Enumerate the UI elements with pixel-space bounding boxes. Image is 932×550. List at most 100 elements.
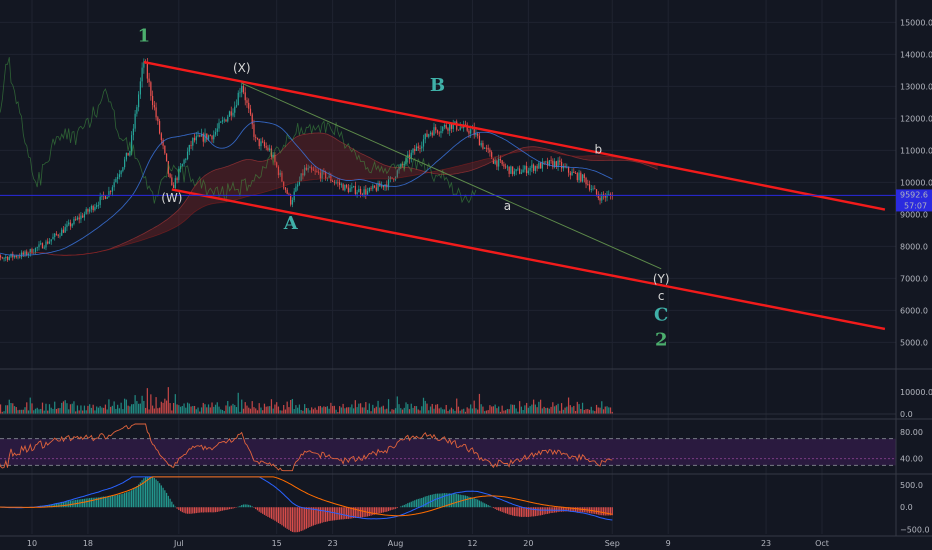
volume-bar <box>475 408 477 414</box>
macd-histogram-bar <box>452 493 454 508</box>
volume-bar <box>433 408 435 414</box>
candle-body <box>221 120 224 122</box>
volume-bar <box>220 409 222 414</box>
macd-histogram-bar <box>110 496 112 508</box>
pane-separators[interactable] <box>0 0 932 537</box>
time-axis[interactable]: 10 18 Jul 15 23 Aug 12 20 Sep 9 23 Oct <box>27 539 829 548</box>
volume-bar <box>571 407 573 414</box>
volume-bar <box>539 399 542 414</box>
volume-bar <box>431 403 433 414</box>
volume-bar <box>478 393 481 414</box>
macd-histogram-bar <box>237 506 239 508</box>
candle-body <box>501 160 503 165</box>
macd-histogram-bar <box>480 501 482 508</box>
macd-histogram-bar <box>129 491 131 508</box>
volume-bar <box>115 408 117 414</box>
candle-body <box>592 188 594 190</box>
candle-body <box>573 171 575 173</box>
y-tick-label: 14000.0 <box>900 50 932 59</box>
candle-body <box>435 127 437 131</box>
macd-histogram-bar <box>146 476 148 508</box>
wave-label: B <box>430 75 445 96</box>
volume-bar <box>27 410 30 414</box>
macd-histogram-bar <box>155 479 157 508</box>
macd-histogram-bar <box>230 507 232 509</box>
macd-histogram-bar <box>255 507 257 510</box>
volume-bar <box>144 407 147 414</box>
macd-histogram-bar <box>242 504 245 508</box>
volume-bar <box>548 408 550 414</box>
volume-bar <box>349 407 351 414</box>
macd-histogram-bar <box>225 507 227 511</box>
candle-body <box>552 160 554 168</box>
volume-bar <box>359 403 362 414</box>
candle-body <box>258 138 260 147</box>
candle-body <box>274 154 276 163</box>
macd-histogram-bar <box>120 494 122 508</box>
candle-body <box>181 163 183 167</box>
macd-histogram-bar <box>401 505 404 508</box>
candle-body <box>417 146 419 149</box>
macd-histogram-bar <box>197 507 199 513</box>
candle-body <box>281 172 283 182</box>
macd-pane[interactable] <box>0 476 613 533</box>
volume-bar <box>550 406 552 414</box>
macd-histogram-bar <box>468 496 470 508</box>
volume-bar <box>447 411 449 414</box>
macd-histogram-bar <box>450 493 453 508</box>
candle-body <box>585 177 587 185</box>
volume-bar <box>417 409 419 414</box>
current-price-label: 9592.6 <box>900 190 928 199</box>
volume-bar <box>52 408 54 414</box>
candle-body <box>78 217 80 220</box>
macd-histogram-bar <box>176 507 178 509</box>
volume-bar <box>587 409 589 414</box>
candle-body <box>290 194 292 205</box>
macd-histogram-bar <box>256 507 259 511</box>
candle-body <box>19 256 21 258</box>
volume-bar <box>206 407 208 414</box>
volume-bar <box>477 409 479 414</box>
candle-body <box>138 94 140 108</box>
volume-bar <box>255 408 257 414</box>
volume-bar <box>181 406 183 414</box>
candle-body <box>277 166 280 176</box>
candle-body <box>609 194 612 196</box>
candle-body <box>97 204 100 206</box>
candle-body <box>125 152 127 160</box>
candle-body <box>443 124 446 127</box>
volume-bar <box>146 388 148 414</box>
price-axis[interactable]: 5000.0 6000.0 7000.0 8000.0 9000.0 10000.0 110… <box>900 18 932 534</box>
candle-body <box>57 234 59 236</box>
price-pane[interactable]: 1 (X) (W) A Ba b (Y) cC 2 <box>0 26 896 351</box>
candle-body <box>328 175 330 178</box>
rsi-pane[interactable] <box>0 423 896 472</box>
candle-body <box>410 152 412 160</box>
candle-body <box>87 209 89 212</box>
macd-histogram-bar <box>419 498 421 508</box>
volume-bar <box>155 397 157 414</box>
macd-histogram-bar <box>249 505 252 508</box>
volume-bar <box>332 406 334 414</box>
candle-body <box>106 196 108 199</box>
macd-histogram-bar <box>48 504 51 508</box>
channel-upper-line <box>143 60 886 211</box>
volume-bar <box>218 406 220 414</box>
volume-pane[interactable] <box>0 387 896 415</box>
y-tick-label: 9000.0 <box>900 210 928 219</box>
volume-bar <box>31 403 33 414</box>
macd-histogram-bar <box>188 507 190 514</box>
volume-bar <box>216 402 218 414</box>
candle-body <box>422 139 425 147</box>
candle-body <box>167 161 169 174</box>
candle-body <box>539 162 542 169</box>
candle-body <box>354 186 356 194</box>
macd-histogram-bar <box>165 492 168 508</box>
macd-histogram-bar <box>193 507 196 514</box>
volume-bar <box>358 403 360 414</box>
candle-body <box>12 253 14 258</box>
candle-body <box>442 126 444 132</box>
macd-histogram-bar <box>300 507 302 532</box>
candle-body <box>62 229 65 233</box>
